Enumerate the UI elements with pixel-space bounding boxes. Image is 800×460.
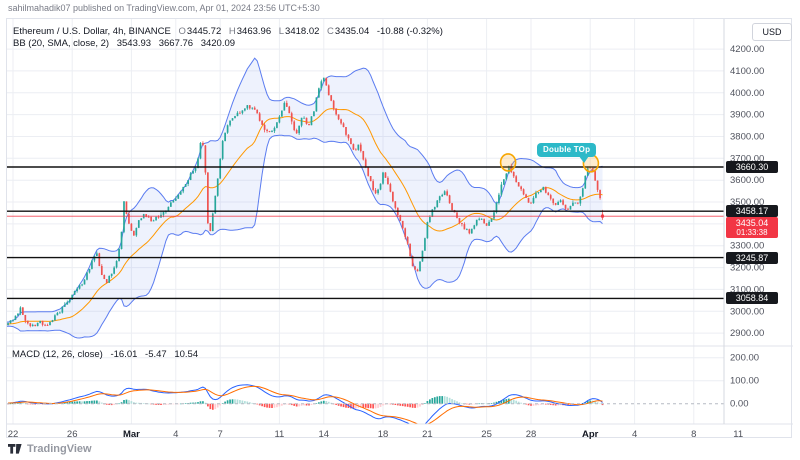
macd-histogram-value: -16.01 [110, 349, 138, 360]
tradingview-brand-text: TradingView [27, 443, 92, 455]
symbol-legend[interactable]: Ethereum / U.S. Dollar, 4h, BINANCE O344… [13, 26, 443, 37]
change-value: -10.88 (-0.32%) [376, 26, 443, 37]
svg-text:4: 4 [632, 429, 637, 439]
open-value: 3445.72 [186, 26, 222, 37]
grid-layer [7, 19, 724, 424]
macd-signal-value: 10.54 [174, 349, 199, 360]
bb-lower-value: 3420.09 [200, 38, 236, 49]
chart-card: 4200.00 4100.00 4000.00 3900.00 3800.00 3700.… [6, 18, 793, 439]
macd-histogram-layer [7, 396, 604, 410]
svg-text:3900.00: 3900.00 [730, 110, 764, 121]
svg-text:4200.00: 4200.00 [730, 44, 764, 55]
double-top-circle[interactable] [499, 153, 517, 172]
svg-text:4100.00: 4100.00 [730, 66, 764, 77]
price-line-axis-label: 3458.17 [726, 205, 778, 217]
high-label: H [228, 26, 236, 37]
svg-text:28: 28 [526, 429, 537, 439]
svg-text:0.00: 0.00 [730, 399, 749, 410]
low-value: 3418.02 [285, 26, 320, 37]
svg-text:3000.00: 3000.00 [730, 306, 764, 317]
last-price-dot [600, 214, 605, 218]
svg-text:25: 25 [481, 429, 492, 439]
macd-title[interactable]: MACD (12, 26, close) [12, 349, 103, 360]
svg-text:Mar: Mar [123, 429, 140, 439]
bb-upper-value: 3667.76 [158, 38, 194, 49]
open-label: O [178, 26, 186, 37]
tradingview-logo-icon [8, 443, 22, 454]
svg-text:3100.00: 3100.00 [730, 284, 764, 295]
close-value: 3435.04 [334, 26, 370, 37]
bb-basis-value: 3543.93 [116, 38, 152, 49]
bb-title[interactable]: BB (20, SMA, close, 2) [13, 38, 110, 49]
macd-legend[interactable]: MACD (12, 26, close) -16.01 -5.47 10.54 [12, 349, 198, 360]
tradingview-watermark[interactable]: TradingView [8, 443, 92, 455]
bollinger-fill [7, 58, 603, 338]
svg-text:7: 7 [218, 429, 223, 439]
svg-text:4: 4 [173, 429, 178, 439]
svg-text:11: 11 [733, 429, 743, 439]
price-line-axis-label: 3058.84 [726, 292, 778, 304]
svg-text:21: 21 [422, 429, 433, 439]
high-value: 3463.96 [236, 26, 272, 37]
price-line-axis-label: 3245.87 [726, 252, 778, 264]
svg-text:3200.00: 3200.00 [730, 263, 764, 274]
candles-layer [7, 77, 604, 328]
currency-toggle-button[interactable]: USD [752, 23, 792, 41]
svg-text:2900.00: 2900.00 [730, 328, 764, 339]
svg-text:8: 8 [691, 429, 696, 439]
svg-text:14: 14 [319, 429, 330, 439]
symbol-title[interactable]: Ethereum / U.S. Dollar, 4h, BINANCE [13, 26, 171, 37]
low-label: L [278, 26, 285, 37]
publish-info: sahilmahadik07 published on TradingView.… [8, 3, 320, 13]
svg-text:4000.00: 4000.00 [730, 88, 764, 99]
macd-signal-line [8, 385, 603, 424]
axis-labels-layer: 4200.004100.004000.003900.003800.003700.… [8, 44, 765, 439]
svg-text:3500.00: 3500.00 [730, 197, 764, 208]
svg-text:22: 22 [8, 429, 19, 439]
macd-line [8, 384, 603, 424]
double-top-callout[interactable]: Double TOp [537, 143, 597, 157]
bollinger-basis-line [7, 108, 603, 325]
svg-text:18: 18 [378, 429, 389, 439]
svg-text:3600.00: 3600.00 [730, 175, 764, 186]
bollinger-upper-line [7, 57, 603, 323]
svg-text:3300.00: 3300.00 [730, 241, 764, 252]
close-label: C [327, 26, 334, 37]
svg-text:3800.00: 3800.00 [730, 132, 764, 143]
bb-legend[interactable]: BB (20, SMA, close, 2) 3543.93 3667.76 3… [13, 38, 235, 49]
svg-text:Apr: Apr [582, 429, 599, 439]
svg-text:200.00: 200.00 [730, 353, 759, 364]
svg-text:100.00: 100.00 [730, 376, 759, 387]
chart-canvas[interactable]: 4200.004100.004000.003900.003800.003700.… [7, 19, 793, 439]
bollinger-lower-line [7, 134, 603, 339]
svg-text:3700.00: 3700.00 [730, 153, 764, 164]
price-line-axis-label: 3660.30 [726, 161, 778, 173]
macd-value: -5.47 [145, 349, 167, 360]
svg-text:26: 26 [67, 429, 78, 439]
current-price-axis-label: 3435.04 01:33:38 [726, 217, 778, 238]
svg-text:11: 11 [274, 429, 284, 439]
plot-layer [7, 57, 604, 424]
